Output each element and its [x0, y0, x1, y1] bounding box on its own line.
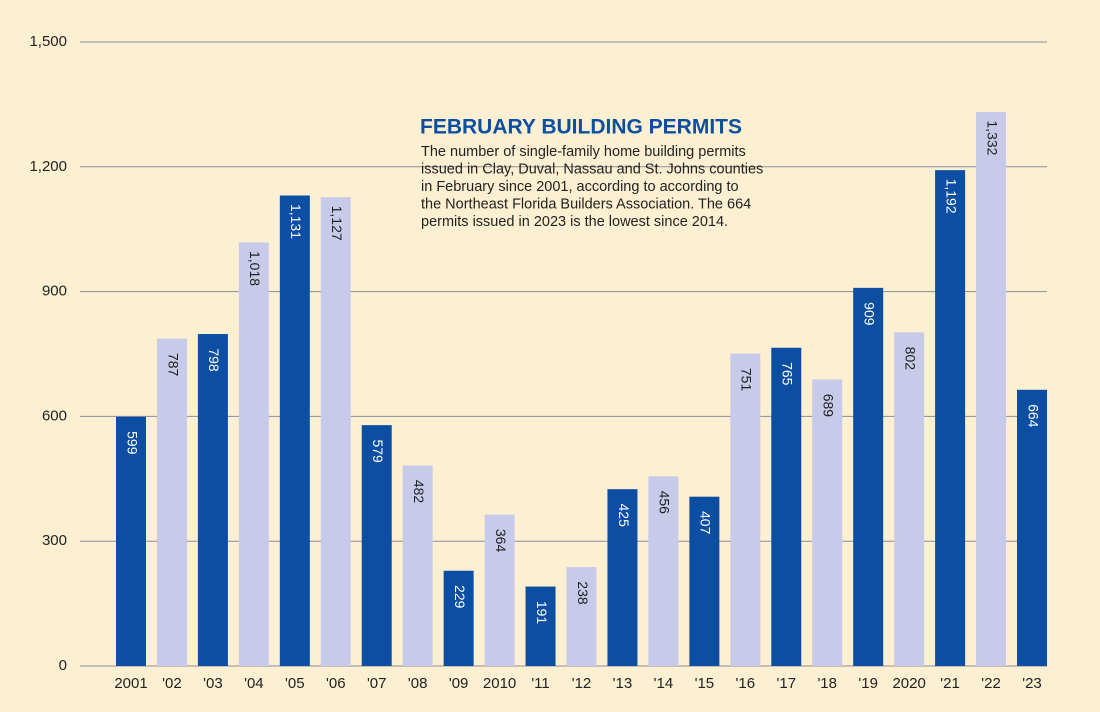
chart-title: FEBRUARY BUILDING PERMITS — [420, 116, 742, 139]
x-tick-label: '22 — [981, 675, 1001, 692]
y-tick-label: 600 — [42, 407, 67, 424]
value-label: 482 — [411, 480, 427, 504]
y-tick-label: 0 — [59, 657, 67, 674]
bar — [525, 586, 556, 666]
x-tick-label: '17 — [776, 675, 796, 692]
value-label: 802 — [902, 347, 918, 371]
value-label: 229 — [452, 585, 468, 609]
bar — [730, 353, 761, 666]
x-tick-label: '12 — [572, 675, 592, 692]
bar — [484, 514, 515, 666]
x-tick-label: '21 — [940, 675, 960, 692]
x-tick-label: '03 — [203, 675, 223, 692]
x-tick-label: '15 — [695, 675, 715, 692]
x-tick-label: '05 — [285, 675, 305, 692]
x-tick-label: '02 — [162, 675, 182, 692]
bar — [320, 197, 351, 666]
y-tick-label: 1,200 — [29, 158, 67, 175]
bar — [853, 287, 884, 666]
bar — [443, 570, 474, 666]
value-label: 798 — [206, 348, 222, 372]
x-tick-label: '18 — [817, 675, 837, 692]
value-label: 751 — [739, 368, 755, 392]
x-tick-label: '06 — [326, 675, 346, 692]
value-label: 456 — [657, 491, 673, 515]
bar — [361, 425, 392, 666]
x-tick-label: '08 — [408, 675, 428, 692]
x-tick-label: 2020 — [892, 675, 925, 692]
chart-subtitle: permits issued in 2023 is the lowest sin… — [421, 214, 728, 230]
bar — [116, 416, 146, 666]
value-label: 599 — [124, 431, 140, 455]
value-label: 191 — [534, 601, 550, 625]
x-tick-label: '13 — [613, 675, 633, 692]
x-tick-label: '04 — [244, 675, 264, 692]
x-tick-label: '11 — [531, 675, 549, 692]
x-tick-label: 2001 — [114, 675, 147, 692]
value-label: 407 — [698, 511, 714, 535]
chart-subtitle: The number of single-family home buildin… — [421, 144, 746, 160]
value-label: 1,131 — [288, 204, 304, 239]
x-tick-label: '16 — [736, 675, 756, 692]
x-tick-label: '14 — [654, 675, 674, 692]
bar — [566, 566, 597, 666]
value-label: 1,332 — [984, 120, 1000, 155]
bar — [689, 496, 720, 666]
bar — [648, 476, 679, 666]
value-label: 664 — [1025, 404, 1041, 428]
bar — [607, 489, 638, 666]
value-label: 689 — [821, 394, 837, 418]
value-label: 425 — [616, 504, 632, 528]
y-tick-label: 900 — [42, 283, 67, 300]
x-tick-label: 2010 — [483, 675, 516, 692]
bar — [238, 242, 269, 666]
chart-subtitle: the Northeast Florida Builders Associati… — [421, 196, 751, 212]
x-tick-label: '23 — [1022, 675, 1042, 692]
bar — [771, 347, 802, 666]
x-tick-label: '09 — [449, 675, 469, 692]
bar — [976, 111, 1007, 666]
y-tick-label: 300 — [42, 532, 67, 549]
value-label: 1,127 — [329, 206, 345, 241]
y-tick-label: 1,500 — [29, 33, 67, 50]
bar — [197, 334, 228, 666]
value-label: 909 — [861, 302, 877, 326]
bar — [156, 338, 187, 666]
value-label: 1,018 — [247, 251, 263, 286]
value-label: 579 — [370, 439, 386, 463]
value-label: 765 — [780, 362, 796, 386]
bar — [812, 379, 843, 666]
bar — [894, 332, 925, 666]
x-tick-label: '07 — [367, 675, 387, 692]
bar — [935, 170, 966, 667]
chart-subtitle: issued in Clay, Duval, Nassau and St. Jo… — [421, 161, 763, 177]
bar — [402, 465, 433, 666]
x-tick-label: '19 — [858, 675, 878, 692]
value-label: 787 — [165, 353, 181, 377]
bar — [1017, 389, 1047, 666]
value-label: 1,192 — [943, 179, 959, 214]
value-label: 238 — [575, 581, 591, 605]
value-label: 364 — [493, 529, 509, 553]
chart-subtitle: in February since 2001, according to acc… — [421, 179, 739, 195]
bar — [279, 195, 310, 666]
